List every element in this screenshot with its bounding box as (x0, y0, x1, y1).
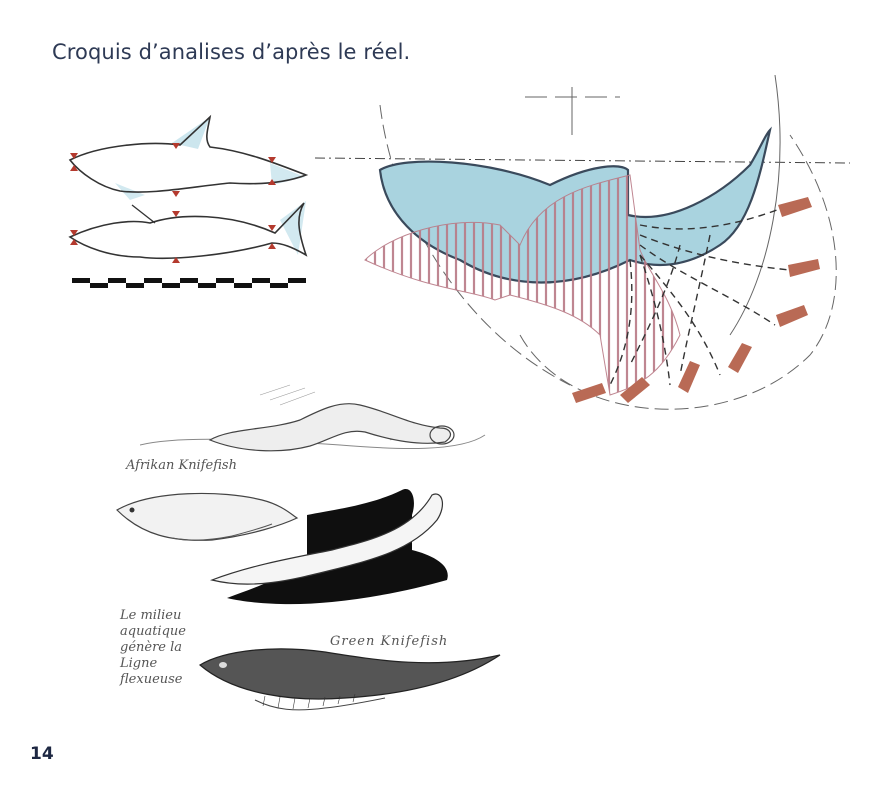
dolphin-sketch-icon (68, 114, 309, 288)
green-knifefish-sketch-icon (198, 648, 501, 711)
shark-sketch-icon (314, 75, 851, 410)
handwritten-note: Le milieu aquatique génère la Ligne flex… (120, 608, 186, 687)
african-knifefish-caption: Afrikan Knifefish (126, 458, 237, 473)
green-knifefish-caption: Green Knifefish (330, 634, 449, 649)
page-number: 14 (30, 744, 54, 764)
page-title: Croquis d’analises d’après le réel. (52, 40, 411, 64)
eel-sketch-icon (140, 384, 486, 452)
knifefish-sketch-icon (116, 489, 448, 605)
